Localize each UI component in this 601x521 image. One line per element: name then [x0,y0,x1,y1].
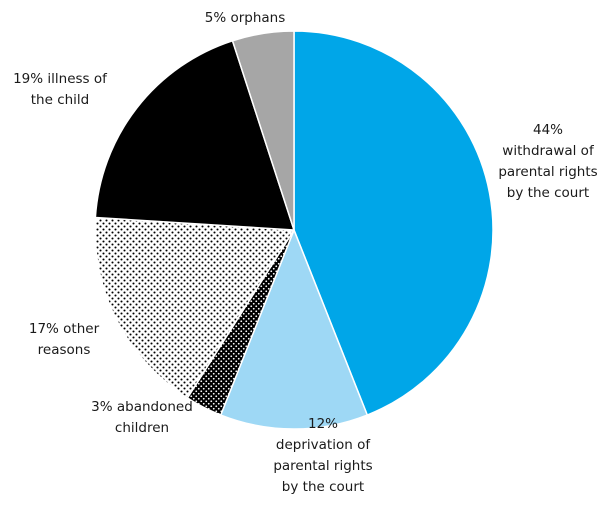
slice-label-3-line-1: reasons [38,342,91,358]
slice-label-5: 5% orphans [205,10,286,26]
slice-label-3-line-0: 17% other [29,321,100,337]
slice-label-3: 17% other reasons [29,321,100,358]
pie-slice-0 [293,30,494,416]
slice-label-0-line-0: 44% [533,122,563,138]
slice-label-4-line-1: the child [31,92,90,108]
slice-label-0-line-1: withdrawal of [502,143,595,159]
slice-label-0-line-3: by the court [507,185,589,201]
pie-labels: 44% withdrawal of parental rights by the co… [13,10,598,495]
slice-label-1-line-1: deprivation of [276,437,371,453]
slice-label-1-line-3: by the court [282,479,364,495]
pie-slice-4 [94,39,295,231]
pie-slice-3 [94,216,295,399]
pie-slice-1 [219,229,369,430]
slice-label-0-line-2: parental rights [498,164,597,180]
slice-label-2-line-1: children [115,420,169,436]
slice-label-1: 12% deprivation of parental rights by the c… [273,416,372,495]
pie-slice-5 [231,30,295,231]
slice-label-4-line-0: 19% illness of [13,71,108,87]
slice-label-2: 3% abandoned children [91,399,193,436]
slice-label-0: 44% withdrawal of parental rights by the co… [498,122,597,201]
slice-label-5-line-0: 5% orphans [205,10,286,26]
pie-slices [94,30,494,430]
slice-label-1-line-2: parental rights [273,458,372,474]
slice-label-4: 19% illness of the child [13,71,108,108]
slice-label-1-line-0: 12% [308,416,338,432]
slice-label-2-line-0: 3% abandoned [91,399,193,415]
